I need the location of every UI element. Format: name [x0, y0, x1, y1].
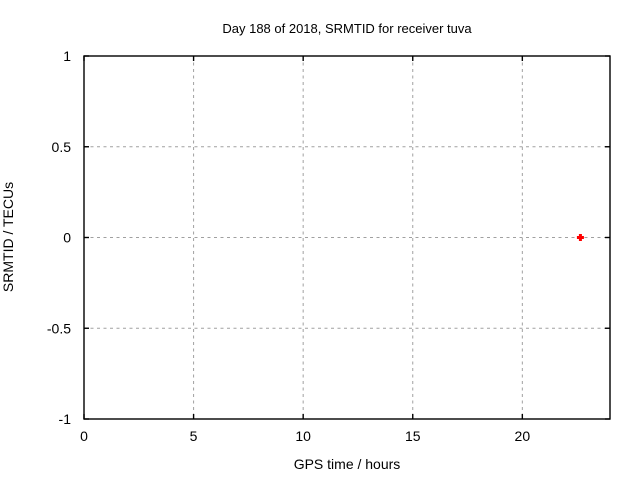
x-tick-label: 5 [190, 428, 198, 444]
x-tick-label: 10 [295, 428, 311, 444]
x-tick-label: 20 [515, 428, 531, 444]
y-axis-label: SRMTID / TECUs [0, 182, 16, 292]
x-tick-label: 0 [80, 428, 88, 444]
chart-title: Day 188 of 2018, SRMTID for receiver tuv… [222, 21, 472, 36]
y-tick-label: 0 [63, 230, 71, 246]
y-tick-label: -0.5 [47, 320, 71, 336]
x-axis-label: GPS time / hours [294, 456, 401, 472]
y-tick-label: 1 [63, 48, 71, 64]
y-tick-label: -1 [59, 411, 72, 427]
x-tick-label: 15 [405, 428, 421, 444]
y-tick-label: 0.5 [52, 139, 72, 155]
plot-area: 0 5 10 15 20 -1 -0.5 0 0.5 1 [47, 48, 611, 444]
